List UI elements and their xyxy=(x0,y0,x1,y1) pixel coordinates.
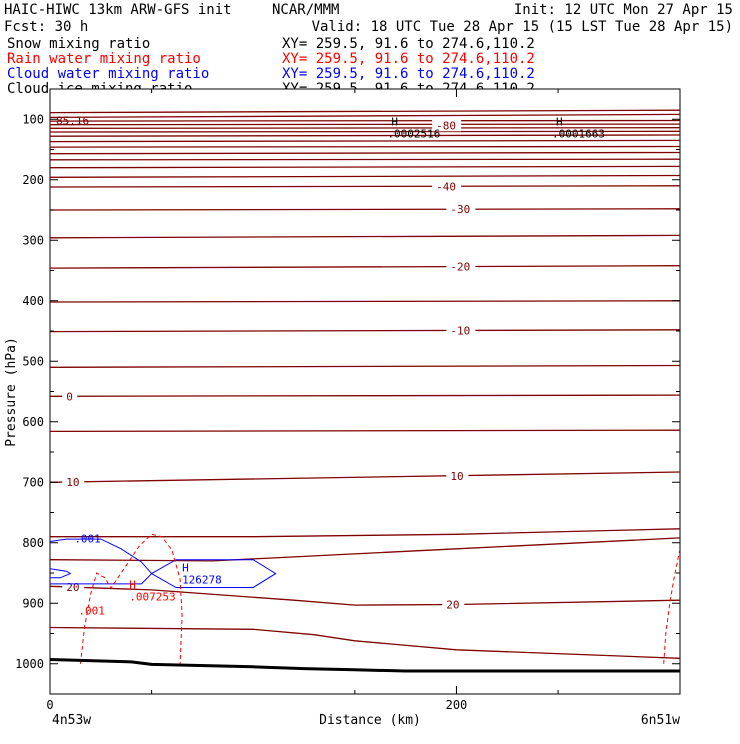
temperature-contour xyxy=(50,528,680,538)
field-xy: XY= 259.5, 91.6 to 274.6,110.2 xyxy=(282,36,535,52)
temperature-contour-label: -80 xyxy=(436,119,456,132)
rain-water-label: .001 xyxy=(78,605,105,618)
temperature-contour-label: -10 xyxy=(450,324,470,337)
forecast-hour: Fcst: 30 h xyxy=(4,19,88,35)
field-name: Rain water mixing ratio xyxy=(7,51,201,67)
contour-label-bg xyxy=(62,475,85,488)
temperature-contour-label: 10 xyxy=(66,476,79,489)
contour-label-bg xyxy=(442,598,465,611)
temperature-contour xyxy=(50,329,680,333)
rain-water-contour xyxy=(80,533,183,664)
field-legend: Snow mixing ratio XY= 259.5, 91.6 to 274.… xyxy=(7,36,535,97)
y-tick-label: 700 xyxy=(22,475,44,489)
temperature-contour-label: 20 xyxy=(66,581,79,594)
cloud-water-high-marker: H xyxy=(182,562,189,575)
temperature-contour xyxy=(50,265,680,269)
cloud-ice-max-value: .0001663 xyxy=(552,127,605,140)
temperature-contour xyxy=(50,364,680,368)
temperature-contour xyxy=(50,585,680,606)
temperature-contour xyxy=(50,471,680,483)
cloud-water-contour xyxy=(151,559,277,588)
contour-label-bg xyxy=(446,203,476,216)
contour-label-bg xyxy=(446,260,476,273)
x-tick-label: 200 xyxy=(446,698,468,712)
contour-label-bg xyxy=(432,180,462,193)
temperature-contour xyxy=(50,165,680,169)
temperature-extremum: 85.16 xyxy=(56,114,89,127)
temperature-contour xyxy=(50,113,680,119)
temperature-contour xyxy=(50,537,680,562)
temperature-contour xyxy=(50,123,680,126)
field-name: Snow mixing ratio xyxy=(7,36,150,52)
center-label: NCAR/MMM xyxy=(272,2,339,18)
terrain-surface-line xyxy=(50,658,680,673)
temperature-contour xyxy=(50,145,680,148)
temperature-contour xyxy=(50,119,680,122)
cloud-water-label: .001 xyxy=(74,533,101,546)
temperature-contour xyxy=(50,208,680,211)
y-tick-label: 300 xyxy=(22,233,44,247)
y-tick-label: 100 xyxy=(22,112,44,126)
temperature-contour xyxy=(50,394,680,397)
y-tick-label: 400 xyxy=(22,294,44,308)
contour-layer: -40-30-20-10010202010-8085.16.001H126278… xyxy=(50,109,680,673)
y-tick-label: 1000 xyxy=(15,657,44,671)
temperature-contour-label: 10 xyxy=(450,470,463,483)
y-tick-label: 900 xyxy=(22,596,44,610)
y-tick-label: 600 xyxy=(22,415,44,429)
cloud-ice-max-value: .0002516 xyxy=(387,127,440,140)
x-tick-label: 0 xyxy=(46,698,53,712)
y-tick-label: 500 xyxy=(22,354,44,368)
init-time: Init: 12 UTC Mon 27 Apr 15 xyxy=(514,2,733,18)
y-tick-label: 800 xyxy=(22,536,44,550)
valid-time: Valid: 18 UTC Tue 28 Apr 15 (15 LST Tue … xyxy=(312,19,733,35)
temperature-contour xyxy=(50,429,680,433)
plot-frame xyxy=(49,88,681,695)
cloud-water-max-value: 126278 xyxy=(182,574,222,587)
temperature-contour xyxy=(50,234,680,239)
temperature-contour xyxy=(50,300,680,303)
temperature-contour xyxy=(50,134,680,137)
temperature-contour xyxy=(50,174,680,178)
temperature-contour xyxy=(50,139,680,143)
cloud-ice-high-marker: H xyxy=(391,115,398,128)
contour-label-bg xyxy=(446,324,476,337)
temperature-contour xyxy=(50,626,680,659)
field-name: Cloud water mixing ratio xyxy=(7,66,209,82)
cloud-water-contour xyxy=(50,568,72,579)
temperature-contour xyxy=(50,185,680,188)
model-title: HAIC-HIWC 13km ARW-GFS init xyxy=(4,2,232,18)
temperature-contour-label: 20 xyxy=(446,598,459,611)
temperature-contour xyxy=(50,109,680,114)
temperature-contour xyxy=(50,151,680,155)
y-axis-label: Pressure (hPa) xyxy=(4,337,19,447)
right-endpoint-label: 6n51w xyxy=(641,713,680,728)
temperature-contour-label: -20 xyxy=(450,261,470,274)
temperature-contour xyxy=(50,158,680,161)
contour-label-bg xyxy=(446,470,469,483)
temperature-contour-label: -40 xyxy=(436,180,456,193)
cloud-ice-high-marker: H xyxy=(556,115,563,128)
field-xy: XY= 259.5, 91.6 to 274.6,110.2 xyxy=(282,66,535,82)
temperature-contour xyxy=(50,127,680,129)
rain-water-high-marker: H xyxy=(129,579,136,592)
y-tick-label: 200 xyxy=(22,173,44,187)
temperature-contour xyxy=(50,130,680,133)
temperature-contour-label: -30 xyxy=(450,203,470,216)
contour-label-bg xyxy=(432,119,462,132)
field-xy: XY= 259.5, 91.6 to 274.6,110.2 xyxy=(282,51,535,67)
left-endpoint-label: 4n53w xyxy=(52,713,91,728)
temperature-contour-label: 0 xyxy=(66,390,73,403)
cloud-water-contour xyxy=(50,538,153,585)
x-axis-label: Distance (km) xyxy=(319,713,421,728)
rain-water-max-value: .007253 xyxy=(129,591,175,604)
contour-label-bg xyxy=(62,390,78,403)
